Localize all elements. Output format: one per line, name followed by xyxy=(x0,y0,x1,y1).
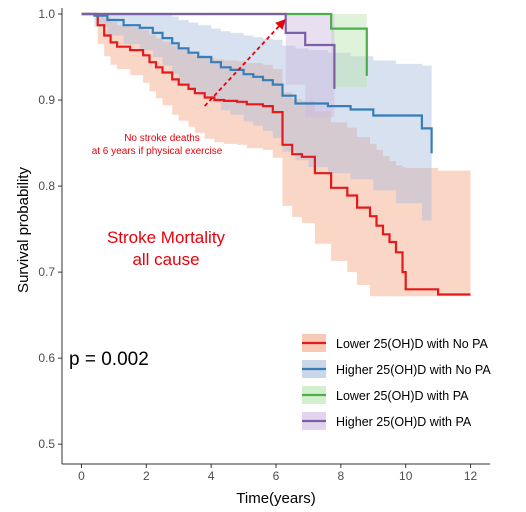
y-tick-label: 0.5 xyxy=(38,437,55,451)
arrow-head xyxy=(275,19,286,30)
stroke-mortality-title-line1: Stroke Mortality xyxy=(107,228,226,247)
axes: 0 2 4 6 8 10 12 0.5 0.6 0.7 0.8 0.9 1.0 xyxy=(38,7,490,483)
stroke-mortality-title-line2: all cause xyxy=(132,250,199,269)
x-axis-title: Time(years) xyxy=(236,490,315,507)
survival-curve-2 xyxy=(81,12,433,154)
annotation-arrow xyxy=(204,18,287,107)
confidence-band-4 xyxy=(81,14,335,118)
legend-label-2: Higher 25(OH)D with No PA xyxy=(336,363,491,377)
y-tick-label: 0.8 xyxy=(38,179,55,193)
legend-label-1: Lower 25(OH)D with No PA xyxy=(336,337,489,351)
y-tick-label: 0.7 xyxy=(38,265,55,279)
x-tick-label: 4 xyxy=(208,469,215,483)
x-tick-label: 6 xyxy=(273,469,280,483)
legend-label-4: Higher 25(OH)D with PA xyxy=(336,415,472,429)
x-tick-label: 0 xyxy=(78,469,85,483)
x-tick-label: 8 xyxy=(338,469,345,483)
x-tick-label: 12 xyxy=(464,469,478,483)
y-tick-label: 0.6 xyxy=(38,351,55,365)
arrow-note-line2: at 6 years if physical exercise xyxy=(92,146,223,157)
y-tick-label: 0.9 xyxy=(38,93,55,107)
y-tick-label: 1.0 xyxy=(38,7,55,21)
survival-curve-1 xyxy=(81,12,471,296)
legend: Lower 25(OH)D with No PA Higher 25(OH)D w… xyxy=(302,334,491,430)
p-value-label: p = 0.002 xyxy=(69,349,149,370)
confidence-band-3 xyxy=(81,14,367,88)
arrow-shaft xyxy=(204,18,287,107)
arrow-note-line1: No stroke deaths xyxy=(124,133,200,144)
y-axis-title: Survival probability xyxy=(15,167,32,293)
legend-label-3: Lower 25(OH)D with PA xyxy=(336,389,469,403)
x-tick-label: 2 xyxy=(143,469,150,483)
x-tick-label: 10 xyxy=(399,469,413,483)
survival-curve-4 xyxy=(81,12,336,89)
confidence-band-2 xyxy=(81,14,432,240)
survival-curves xyxy=(81,12,471,296)
